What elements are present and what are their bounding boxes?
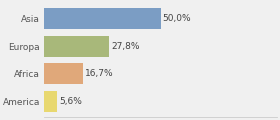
Text: 27,8%: 27,8% xyxy=(111,42,139,51)
Bar xyxy=(44,8,161,29)
Bar xyxy=(44,63,83,84)
Text: 16,7%: 16,7% xyxy=(85,69,114,78)
Text: 5,6%: 5,6% xyxy=(59,97,82,106)
Text: 50,0%: 50,0% xyxy=(163,14,191,23)
Bar xyxy=(44,36,109,57)
Bar xyxy=(44,91,57,112)
